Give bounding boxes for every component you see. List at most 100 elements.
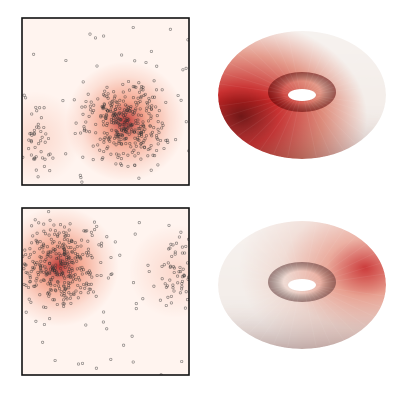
scatter-point xyxy=(43,259,47,263)
scatter-point xyxy=(33,145,37,149)
scatter-point xyxy=(39,129,43,134)
torus-mesh-line xyxy=(222,286,289,308)
scatter-point xyxy=(110,128,114,132)
scatter-point xyxy=(90,275,94,279)
scatter-point xyxy=(26,285,31,290)
scatter-point xyxy=(121,151,125,156)
scatter-point xyxy=(48,169,52,173)
torus-mesh-line xyxy=(247,235,294,281)
scatter-point xyxy=(88,32,92,36)
scatter-point xyxy=(34,105,38,109)
scatter-point xyxy=(100,157,104,161)
scatter-point xyxy=(67,260,71,264)
scatter-point xyxy=(142,124,146,128)
scatter-point xyxy=(39,255,43,259)
scatter-point xyxy=(57,231,61,235)
scatter-point xyxy=(48,317,52,321)
scatter-point xyxy=(133,163,137,168)
scatter-point xyxy=(109,255,113,260)
scatter-point xyxy=(56,280,60,284)
scatter-point xyxy=(37,221,41,225)
scatter-point xyxy=(112,90,116,94)
scatter-point xyxy=(80,180,84,184)
scatter-point xyxy=(32,250,36,254)
scatter-point xyxy=(129,130,133,134)
scatter-point xyxy=(155,114,159,118)
scatter-point xyxy=(56,280,60,284)
scatter-point xyxy=(162,263,166,267)
scatter-point xyxy=(46,136,51,141)
scatter-point xyxy=(42,322,46,327)
scatter-point xyxy=(180,359,184,364)
scatter-point xyxy=(46,282,50,286)
scatter-point xyxy=(79,176,83,180)
scatter-point xyxy=(68,274,73,278)
torus-mesh-line xyxy=(272,34,298,90)
scatter-point xyxy=(27,255,31,260)
scatter-point xyxy=(183,306,187,310)
scatter-point xyxy=(57,252,61,256)
scatter-point xyxy=(23,263,27,267)
scatter-point xyxy=(87,114,91,118)
scatter-point xyxy=(132,148,136,152)
scatter-point xyxy=(33,157,37,161)
scatter-point xyxy=(156,163,160,167)
torus-mesh-line xyxy=(315,273,385,285)
scatter-point xyxy=(122,343,126,347)
scatter-point xyxy=(147,99,152,103)
scatter-point xyxy=(35,240,39,244)
scatter-point xyxy=(89,100,93,104)
torus-mesh-line xyxy=(308,39,345,91)
scatter-point xyxy=(64,261,68,265)
scatter-point xyxy=(121,99,125,103)
scatter-point xyxy=(55,273,60,277)
scatter-point xyxy=(30,224,34,228)
torus-mesh-line xyxy=(219,95,289,107)
scatter-point xyxy=(43,265,47,269)
torus-mesh-line xyxy=(229,287,291,318)
scatter-point xyxy=(52,240,56,244)
torus-mesh-line xyxy=(247,45,294,91)
scatter-point xyxy=(74,289,78,293)
scatter-point xyxy=(102,140,106,144)
scatter-point xyxy=(94,131,98,135)
scatter-point xyxy=(67,240,71,244)
scatter-point xyxy=(110,105,114,109)
scatter-point xyxy=(75,259,79,263)
scatter-point xyxy=(80,361,85,365)
scatter-point xyxy=(152,126,156,130)
scatter-point xyxy=(172,289,176,293)
scatter-point xyxy=(32,131,36,135)
scatter-point xyxy=(54,289,58,293)
scatter-point xyxy=(112,116,116,120)
scatter-point xyxy=(95,273,99,278)
torus-mesh-line xyxy=(259,289,296,341)
scatter-point xyxy=(142,145,146,149)
scatter-point xyxy=(141,120,145,124)
scatter-point xyxy=(136,136,140,140)
scatter-point xyxy=(87,269,92,273)
scatter-point xyxy=(97,243,101,247)
scatter-point xyxy=(93,36,98,40)
scatter-point xyxy=(87,251,91,255)
torus-mesh-line xyxy=(315,95,385,107)
scatter-point xyxy=(65,297,69,301)
scatter-point xyxy=(41,250,45,254)
scatter-point xyxy=(42,305,46,309)
scatter-point xyxy=(29,270,33,274)
scatter-point xyxy=(109,357,113,361)
scatter-point xyxy=(117,117,121,121)
scatter-point xyxy=(166,295,170,299)
scatter-point xyxy=(119,162,123,166)
scatter-point xyxy=(92,220,97,224)
torus-mesh-line xyxy=(310,99,357,145)
scatter-point xyxy=(123,103,127,107)
scatter-point xyxy=(100,105,104,109)
scatter-point xyxy=(152,79,156,83)
scatter-point xyxy=(87,282,91,287)
scatter-point xyxy=(140,85,144,89)
scatter-point xyxy=(58,287,62,291)
scatter-point xyxy=(116,133,121,137)
scatter-point xyxy=(119,142,123,146)
scatter-point xyxy=(39,139,43,143)
